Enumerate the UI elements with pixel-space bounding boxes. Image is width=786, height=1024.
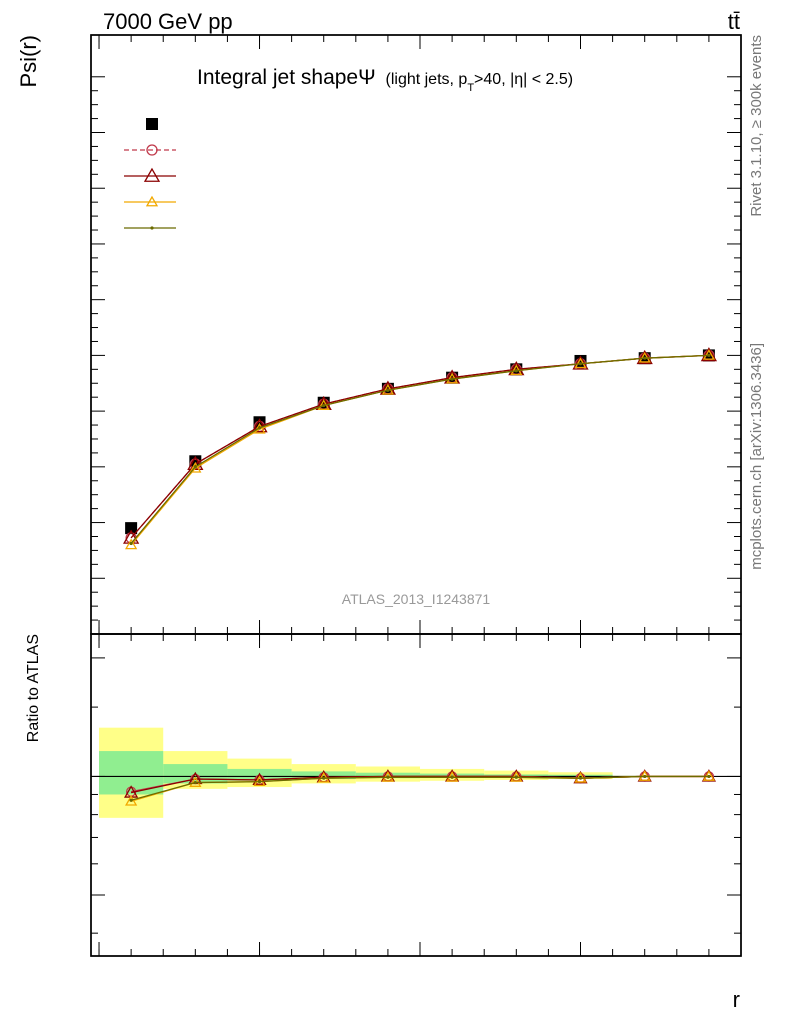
legend-marker	[146, 118, 158, 130]
legend-marker	[150, 226, 154, 230]
main-data-point	[643, 356, 647, 360]
ratio-band-inner	[291, 771, 356, 780]
legend	[124, 118, 176, 230]
rivet-version-label: Rivet 3.1.10, ≥ 300k events	[748, 35, 765, 217]
analysis-watermark: ATLAS_2013_I1243871	[342, 591, 491, 607]
main-data-point	[578, 362, 583, 366]
legend-entry-0	[146, 118, 158, 130]
main-data-point	[702, 349, 716, 360]
plot-title: Integral jet shapeΨ (light jets, pT>40, …	[197, 66, 573, 94]
ratio-data-point	[450, 775, 454, 779]
legend-entry-3	[124, 195, 176, 207]
ratio-data-point	[707, 774, 711, 779]
ratio-data-point	[257, 780, 262, 784]
main-plot-frame	[90, 34, 742, 635]
legend-entry-4	[124, 226, 176, 230]
plot-title-main: Integral jet shapeΨ	[197, 66, 376, 89]
main-data-point	[707, 353, 711, 357]
ratio-series-3	[129, 774, 711, 802]
ratio-series-line	[130, 775, 709, 801]
main-data-point	[700, 347, 718, 362]
main-series-3	[125, 349, 716, 550]
ratio-plot-layer	[90, 34, 742, 957]
main-data-point	[386, 388, 390, 392]
legend-marker	[146, 144, 158, 156]
legend-entry-1	[124, 144, 176, 156]
main-data-point	[322, 403, 326, 408]
main-data-point	[189, 461, 202, 473]
main-data-point	[257, 426, 262, 430]
ratio-data-point	[193, 780, 197, 785]
main-data-point	[187, 455, 204, 470]
ratio-plot-frame-overlay	[90, 633, 742, 957]
plot-title-detail-post: >40, |η| < 2.5)	[474, 71, 573, 88]
ratio-band-inner	[355, 772, 421, 779]
main-series-2	[123, 347, 718, 544]
main-plot-layer	[91, 35, 742, 635]
legend-marker	[145, 195, 159, 207]
process-label: tt̄	[728, 9, 740, 34]
source-label: mcplots.cern.ch [arXiv:1306.3436]	[748, 343, 765, 570]
main-plot-frame-overlay	[90, 34, 742, 635]
main-series-0	[125, 349, 715, 535]
main-data-point	[636, 349, 653, 365]
ratio-plot-frame	[90, 633, 742, 957]
ratio-data-point	[514, 775, 518, 779]
main-series-4	[129, 353, 711, 546]
ratio-data-point	[322, 776, 326, 780]
ratio-data-point	[129, 798, 133, 802]
main-y-axis-label: Psi(r)	[16, 35, 41, 88]
main-data-point	[129, 541, 133, 546]
main-series-line	[130, 354, 709, 544]
energy-label: 7000 GeV pp	[103, 9, 233, 34]
ratio-band-inner	[420, 773, 485, 778]
ratio-data-point	[125, 794, 138, 806]
plot-title-detail-sub: T	[467, 82, 474, 94]
main-series-1	[125, 349, 715, 544]
ratio-y-axis-label: Ratio to ATLAS	[25, 634, 42, 742]
ratio-data-point	[643, 774, 647, 779]
main-data-point	[125, 538, 138, 550]
main-data-point	[193, 465, 197, 469]
main-data-point	[450, 377, 454, 381]
legend-entry-2	[124, 167, 176, 182]
x-axis-label: r	[733, 987, 740, 1012]
ratio-data-point	[386, 775, 390, 779]
main-data-point	[125, 522, 138, 535]
plot-title-detail-pre: (light jets, p	[386, 71, 468, 88]
main-series-line	[130, 354, 709, 539]
main-data-point	[251, 418, 268, 433]
ratio-data-point	[252, 772, 267, 786]
ratio-data-point	[578, 776, 583, 780]
main-data-point	[514, 369, 518, 373]
legend-marker	[143, 167, 161, 182]
